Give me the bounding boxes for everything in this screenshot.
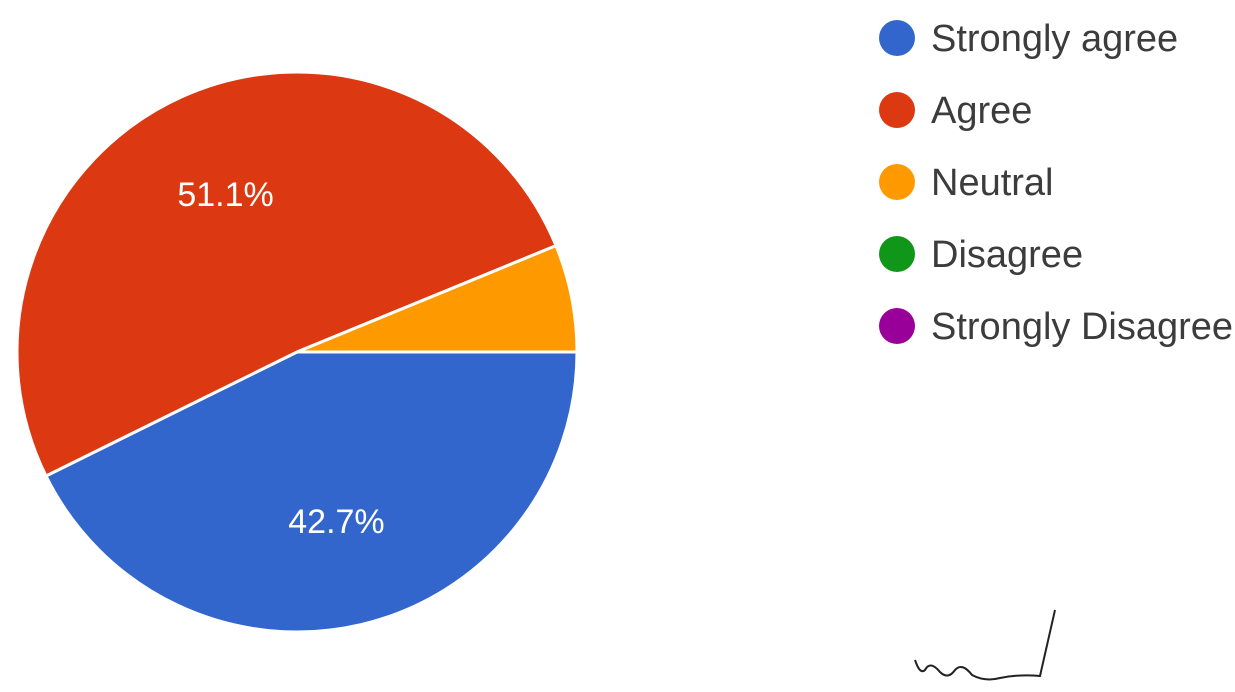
legend-label: Agree	[931, 90, 1032, 132]
pie-slice-labels: 42.7% 51.1%	[177, 176, 384, 541]
slice-agree	[15, 70, 558, 478]
slice-neutral	[296, 243, 579, 354]
legend-swatch	[879, 308, 915, 344]
slice-label: 42.7%	[288, 503, 384, 541]
legend-swatch	[879, 236, 915, 272]
legend-label: Neutral	[931, 162, 1054, 204]
legend-swatch	[879, 92, 915, 128]
legend-swatch	[879, 164, 915, 200]
legend: Strongly agree Agree Neutral Disagree Strong…	[879, 18, 1233, 348]
signature	[914, 609, 1056, 681]
slice-strongly-agree	[43, 350, 579, 634]
pie-slices	[15, 70, 579, 634]
legend-label: Disagree	[931, 234, 1083, 276]
slice-label: 51.1%	[177, 176, 273, 214]
legend-label: Strongly Disagree	[931, 306, 1233, 348]
legend-label: Strongly agree	[931, 18, 1178, 60]
legend-swatch	[879, 20, 915, 56]
